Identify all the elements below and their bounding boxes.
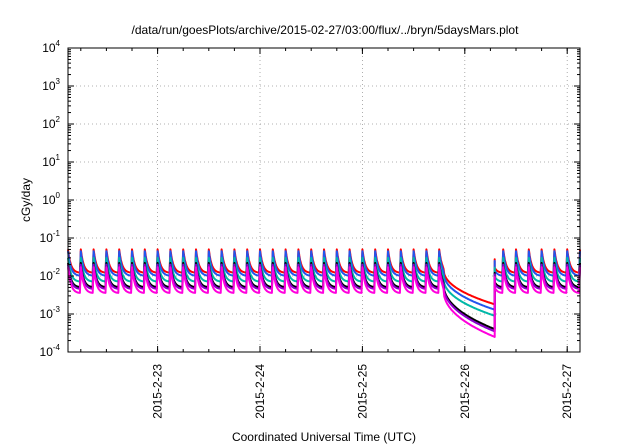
chart-title: /data/run/goesPlots/archive/2015-02-27/0… <box>132 23 520 37</box>
series-layer <box>67 248 581 338</box>
x-tick-label: 2015-2-24 <box>253 364 267 419</box>
grid <box>68 48 580 352</box>
y-tick-label: 104 <box>42 39 60 55</box>
y-tick-label: 10-1 <box>40 229 61 245</box>
y-tick-label: 101 <box>42 153 60 169</box>
y-axis: 10-4 10-3 10-2 10-1 100 101 102 103 104 <box>40 39 580 359</box>
y-tick-label: 103 <box>42 77 60 93</box>
x-tick-label: 2015-2-26 <box>458 364 472 419</box>
x-tick-label: 2015-2-27 <box>560 364 574 419</box>
x-tick-label: 2015-2-23 <box>151 364 165 419</box>
x-tick-label: 2015-2-25 <box>355 364 369 419</box>
x-axis-label: Coordinated Universal Time (UTC) <box>232 430 416 444</box>
series-line-6 <box>67 266 581 338</box>
y-tick-label: 100 <box>42 191 60 207</box>
y-tick-label: 102 <box>42 115 60 131</box>
y-tick-label: 10-4 <box>40 343 61 359</box>
y-axis-label: cGy/day <box>19 178 33 222</box>
x-axis: 2015-2-23 2015-2-24 2015-2-25 2015-2-26 2015… <box>80 48 574 419</box>
y-tick-label: 10-3 <box>40 305 61 321</box>
y-tick-label: 10-2 <box>40 267 61 283</box>
